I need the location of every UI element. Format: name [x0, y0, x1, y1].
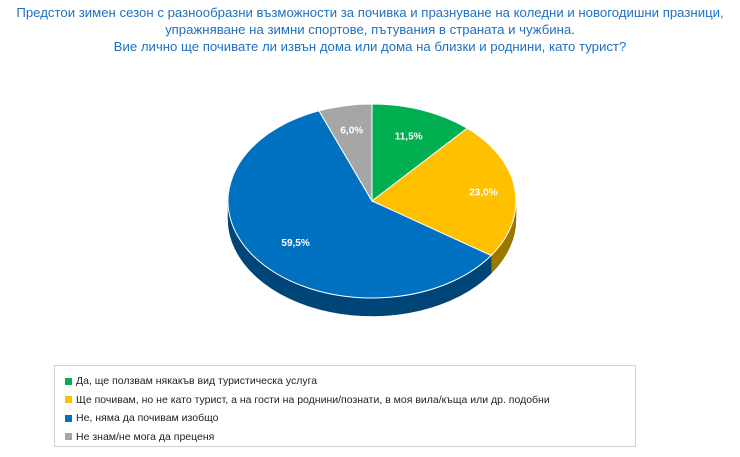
- legend-item-relatives: Ще почивам, но не като турист, а на гост…: [65, 391, 635, 410]
- title-line-3: Вие лично ще почивате ли извън дома или …: [113, 39, 627, 54]
- legend-swatch-relatives: [65, 396, 72, 404]
- data-label-relatives: 23,0%: [469, 188, 497, 199]
- legend-item-dont-know: Не знам/не мога да преценя: [65, 428, 635, 447]
- pie-slice-relatives: [371, 127, 517, 257]
- title-line-1: Предстои зимен сезон с разнообразни възм…: [16, 5, 724, 20]
- pie-slice-no-rest: [227, 110, 492, 299]
- legend-swatch-yes-tourist: [65, 377, 72, 385]
- legend-label-no-rest: Не, няма да почивам изобщо: [76, 412, 219, 425]
- data-label-yes-tourist: 11,5%: [395, 132, 423, 143]
- title-line-2: упражняване на зимни спортове, пътувания…: [165, 22, 575, 37]
- data-label-dont-know: 6,0%: [340, 126, 363, 137]
- pie-slice-yes-tourist: [371, 103, 469, 203]
- legend-label-dont-know: Не знам/не мога да преценя: [76, 430, 215, 443]
- legend-label-relatives: Ще почивам, но не като турист, а на гост…: [76, 393, 550, 406]
- legend-item-yes-tourist: Да, ще ползвам някакъв вид туристическа …: [65, 372, 635, 391]
- chart-title: Предстои зимен сезон с разнообразни възм…: [0, 4, 740, 55]
- pie-slice-dont-know: [318, 103, 373, 203]
- legend: Да, ще ползвам някакъв вид туристическа …: [54, 365, 636, 447]
- legend-swatch-dont-know: [65, 433, 72, 441]
- legend-swatch-no-rest: [65, 414, 72, 422]
- legend-label-yes-tourist: Да, ще ползвам някакъв вид туристическа …: [76, 375, 318, 388]
- legend-item-no-rest: Не, няма да почивам изобщо: [65, 409, 635, 428]
- data-label-no-rest: 59,5%: [281, 238, 309, 249]
